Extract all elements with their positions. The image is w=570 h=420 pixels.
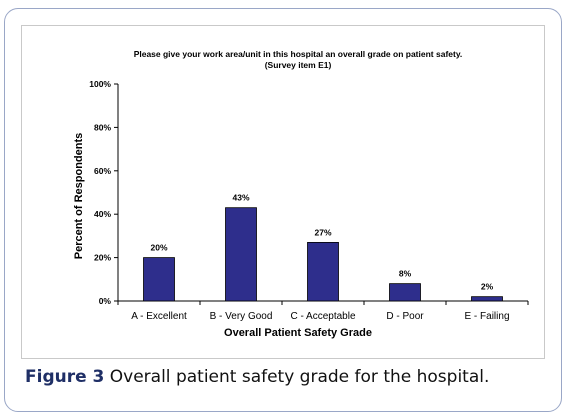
x-tick-label: D - Poor: [386, 311, 424, 322]
bar: [307, 242, 339, 302]
bar: [225, 207, 257, 302]
y-tick-label: 60%: [94, 166, 111, 176]
chart-title: Please give your work area/unit in this …: [134, 49, 463, 59]
bar: [471, 296, 503, 302]
y-tick-label: 0%: [99, 296, 112, 306]
caption-label: Figure 3: [25, 367, 105, 387]
bar-chart: Please give your work area/unit in this …: [73, 49, 529, 339]
x-tick-label: C - Acceptable: [290, 311, 355, 322]
plot-area: 0% 20% 40% 60% 80% 100% 20% A - Excellent 43% B -…: [89, 79, 529, 322]
figure-frame: Please give your work area/unit in this …: [4, 8, 562, 412]
y-tick-label: 100%: [89, 79, 111, 89]
figure-caption: Figure 3 Overall patient safety grade fo…: [25, 367, 545, 387]
x-tick-label: B - Very Good: [210, 311, 273, 322]
bar-data-label: 2%: [481, 282, 494, 292]
bar-data-label: 43%: [232, 193, 249, 203]
caption-text: Overall patient safety grade for the hos…: [109, 367, 490, 387]
bar-data-label: 27%: [314, 227, 331, 237]
y-tick-label: 80%: [94, 122, 111, 132]
y-axis-label: Percent of Respondents: [73, 133, 85, 260]
x-axis-label: Overall Patient Safety Grade: [224, 327, 372, 339]
x-tick-label: A - Excellent: [131, 311, 187, 322]
bar-data-label: 20%: [150, 243, 167, 253]
bar: [143, 257, 175, 302]
bar: [389, 283, 421, 302]
y-tick-label: 40%: [94, 209, 111, 219]
x-tick-label: E - Failing: [464, 311, 509, 322]
chart-container: Please give your work area/unit in this …: [21, 25, 545, 359]
y-tick-label: 20%: [94, 253, 111, 263]
bar-data-label: 8%: [399, 269, 412, 279]
chart-subtitle: (Survey item E1): [265, 60, 332, 70]
